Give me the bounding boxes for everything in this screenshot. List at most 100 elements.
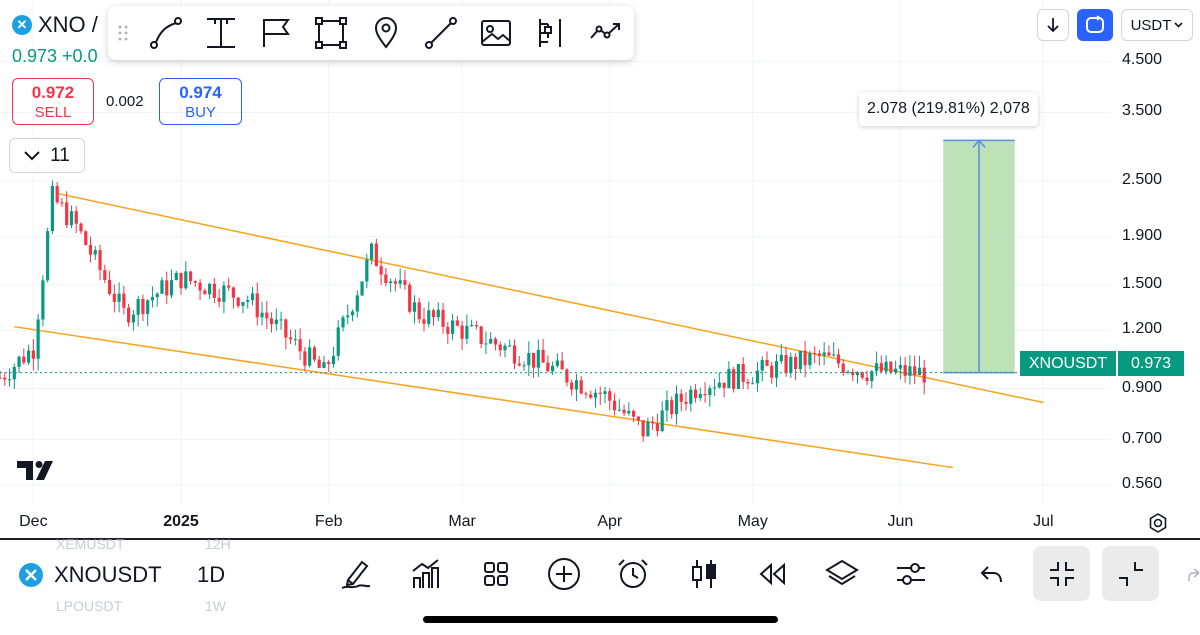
minimize-chart-button[interactable] <box>1102 546 1159 601</box>
candle-body <box>536 349 540 368</box>
text-tool[interactable] <box>193 6 248 60</box>
candle-body <box>817 353 821 356</box>
indicators-button[interactable] <box>408 556 444 592</box>
candle-body <box>774 361 779 378</box>
time-tick-label: 2025 <box>163 513 199 530</box>
candle-body <box>793 356 798 370</box>
candle-body <box>55 185 59 203</box>
candle-body <box>636 416 640 421</box>
rectangle-tool[interactable] <box>303 6 358 60</box>
currency-select[interactable]: USDT <box>1121 9 1193 41</box>
chart-style-button[interactable] <box>686 556 722 592</box>
symbol-selector[interactable]: XNOUSDT <box>18 562 162 588</box>
indicators-collapse-button[interactable]: 11 <box>9 138 85 173</box>
candle-body <box>712 387 717 389</box>
candle-body <box>803 350 807 366</box>
channel-lower-line <box>14 325 953 469</box>
candle-body <box>584 393 588 395</box>
scroll-down-button[interactable] <box>1037 9 1069 41</box>
alarm-icon <box>618 559 648 588</box>
candle-body <box>460 325 464 339</box>
candle-body <box>184 271 188 289</box>
settings-gear-icon[interactable] <box>1147 512 1169 534</box>
spread-value: 0.002 <box>106 93 144 110</box>
sell-button[interactable]: 0.972 SELL <box>12 78 94 125</box>
price-tick-label: 2.500 <box>1122 170 1163 188</box>
pitchfork-icon <box>538 19 561 47</box>
candle-body <box>150 296 155 301</box>
minimize-icon <box>1118 561 1143 586</box>
candle-body <box>379 266 383 275</box>
candle-body <box>393 281 398 284</box>
candle-body <box>84 231 88 245</box>
candle-body <box>408 284 412 312</box>
layers-icon <box>825 559 859 586</box>
candle-body <box>174 272 178 281</box>
candle-body <box>212 283 216 298</box>
candle-body <box>527 353 531 366</box>
layout-button[interactable] <box>478 556 514 592</box>
candle-body <box>808 353 812 366</box>
chevron-down-icon <box>24 150 40 160</box>
candle-body <box>489 338 493 344</box>
target-projection <box>943 139 1015 374</box>
interval-selector[interactable]: 1D <box>197 562 226 587</box>
candle-body <box>698 394 702 398</box>
candle-body <box>227 285 231 288</box>
last-price-label: 0.973 <box>1118 351 1184 376</box>
undo-button[interactable] <box>974 556 1010 592</box>
candle-body <box>779 354 783 362</box>
candle-body <box>641 420 645 437</box>
candle-body <box>374 243 378 267</box>
chart-settings-button[interactable] <box>893 556 929 592</box>
alert-button[interactable] <box>615 556 651 592</box>
candle-body <box>303 351 307 366</box>
candle-body <box>827 352 831 356</box>
candle-body <box>589 394 593 398</box>
exit-fullscreen-button[interactable] <box>1033 546 1090 601</box>
replay-button[interactable] <box>754 556 790 592</box>
arrow-down-icon <box>1047 18 1059 33</box>
candle-body <box>260 312 264 318</box>
candle-body <box>903 365 907 376</box>
path-tool[interactable] <box>578 6 633 60</box>
candle-body <box>155 293 159 297</box>
candle-body <box>470 325 474 327</box>
settings-sliders-icon <box>897 563 925 585</box>
flag-icon <box>262 19 290 47</box>
price-tick-label: 1.900 <box>1122 226 1163 244</box>
candle-body <box>389 281 393 283</box>
flag-tool[interactable] <box>248 6 303 60</box>
candle-body <box>422 319 426 324</box>
channel-upper-line <box>57 192 1044 404</box>
candle-body <box>474 325 478 327</box>
candle-body <box>250 293 255 301</box>
candle-body <box>298 339 302 352</box>
trend-line-tool[interactable] <box>138 6 193 60</box>
drag-grip-icon[interactable] <box>108 6 138 60</box>
candle-body <box>336 327 340 356</box>
draw-button[interactable] <box>338 556 374 592</box>
candle-body <box>512 345 517 364</box>
candle-body <box>541 349 545 363</box>
redo-icon[interactable] <box>1188 568 1200 582</box>
ray-tool[interactable] <box>413 6 468 60</box>
candle-body <box>574 380 579 390</box>
image-tool[interactable] <box>468 6 523 60</box>
add-button[interactable] <box>546 556 582 592</box>
pin-tool[interactable] <box>358 6 413 60</box>
symbol-title: XNO / <box>38 12 98 37</box>
sync-button[interactable] <box>1077 9 1113 41</box>
candle-body <box>93 250 97 255</box>
candle-body <box>284 319 288 338</box>
candle-body <box>612 400 617 411</box>
pitchfork-tool[interactable] <box>523 6 578 60</box>
candle-body <box>765 360 769 366</box>
symbol-header[interactable]: ✕ XNO / <box>12 12 98 38</box>
buy-button[interactable]: 0.974 BUY <box>159 78 242 125</box>
object-tree-button[interactable] <box>824 556 860 592</box>
chart-pane[interactable]: ✕ XNO / 0.973 +0.0 0.972 SELL 0.002 0.97… <box>0 0 1200 540</box>
chart-canvas[interactable] <box>0 0 1200 540</box>
ghost-interval-top: 12H <box>205 536 231 552</box>
target-arrow-head <box>972 139 986 148</box>
